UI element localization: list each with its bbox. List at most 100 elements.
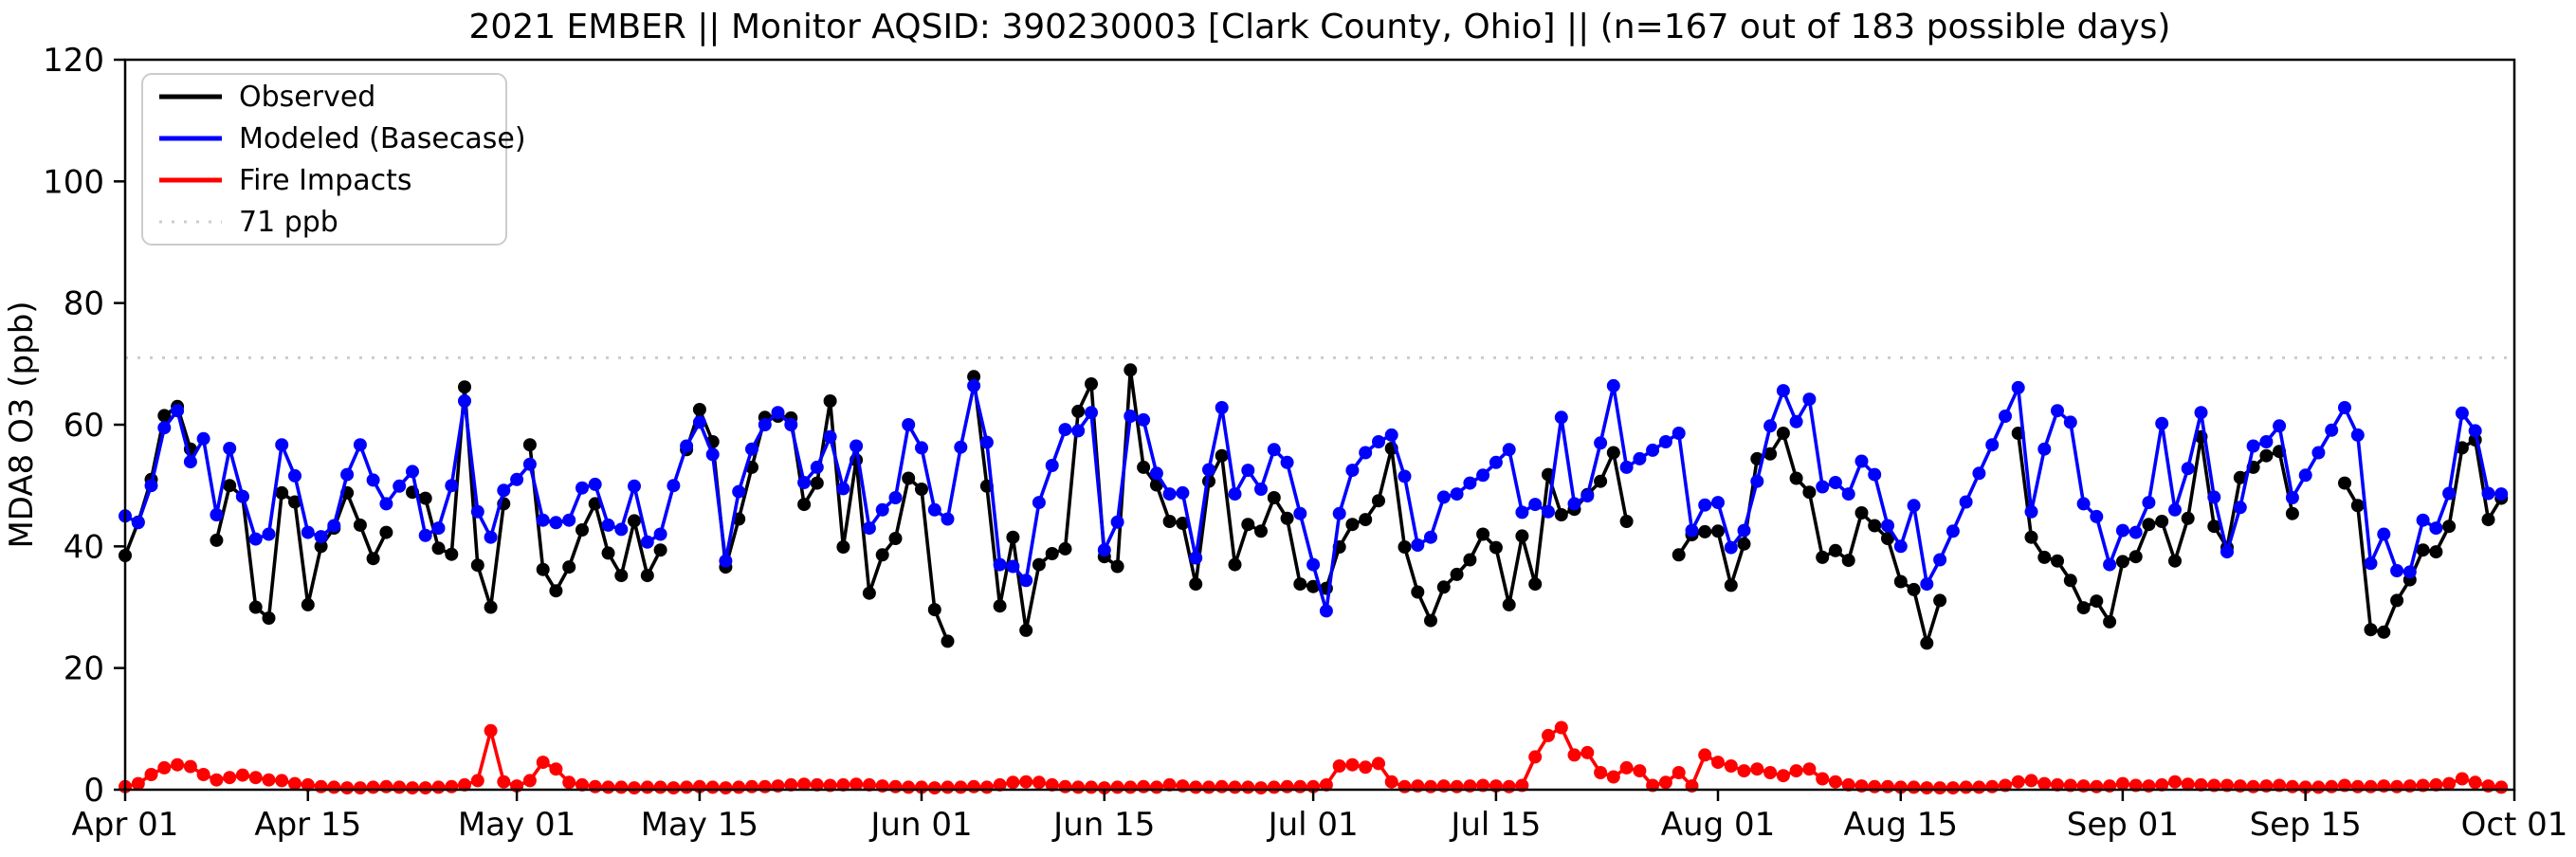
data-point — [1933, 553, 1947, 567]
data-point — [1267, 780, 1281, 794]
data-point — [979, 435, 994, 449]
data-point — [823, 429, 837, 444]
data-point — [1372, 757, 1385, 771]
data-point — [406, 465, 419, 479]
data-point — [1241, 464, 1255, 478]
data-point — [836, 777, 850, 792]
data-point — [1789, 764, 1803, 778]
data-point — [850, 439, 864, 453]
x-tick-label: Jun 15 — [1051, 806, 1155, 844]
data-point — [1045, 547, 1059, 560]
data-point — [1502, 443, 1516, 457]
chart-title: 2021 EMBER || Monitor AQSID: 390230003 [… — [469, 8, 2171, 46]
data-point — [366, 780, 380, 794]
data-point — [2494, 780, 2509, 794]
data-point — [1567, 748, 1581, 762]
data-point — [1306, 579, 1321, 593]
data-point — [1176, 485, 1190, 500]
data-point — [888, 532, 903, 545]
data-point — [1933, 593, 1947, 608]
y-tick-label: 100 — [43, 163, 104, 201]
data-point — [2364, 779, 2378, 793]
data-point — [1085, 406, 1098, 420]
data-point — [1097, 781, 1111, 795]
y-tick-label: 0 — [83, 772, 104, 810]
data-point — [379, 779, 393, 793]
data-point — [1776, 384, 1790, 398]
data-point — [1032, 496, 1046, 510]
data-point — [640, 535, 654, 549]
data-point — [1228, 487, 1242, 501]
data-point — [836, 482, 850, 496]
data-point — [680, 439, 694, 453]
data-point — [1920, 577, 1934, 592]
data-point — [575, 481, 589, 495]
data-point — [601, 546, 615, 560]
data-point — [1698, 748, 1712, 762]
data-point — [1920, 636, 1934, 650]
data-point — [862, 777, 876, 792]
data-point — [2220, 545, 2234, 559]
data-point — [2051, 554, 2064, 568]
data-point — [1411, 585, 1425, 599]
data-point — [1594, 766, 1608, 779]
data-point — [1202, 780, 1215, 794]
data-point — [2338, 476, 2351, 490]
data-point — [288, 468, 301, 483]
data-point — [1280, 511, 1294, 525]
data-point — [445, 547, 459, 561]
data-point — [1162, 515, 1177, 528]
data-point — [210, 508, 224, 521]
data-point — [1019, 623, 1033, 637]
data-point — [1737, 537, 1751, 551]
data-point — [1685, 523, 1699, 538]
y-tick-label: 40 — [64, 528, 104, 566]
data-point — [1215, 448, 1229, 463]
data-point — [1972, 780, 1986, 794]
data-point — [2390, 593, 2404, 608]
y-tick-label: 80 — [64, 285, 104, 323]
x-tick-label: May 01 — [458, 806, 575, 844]
data-point — [1085, 377, 1098, 391]
data-point — [588, 497, 602, 511]
data-point — [1502, 597, 1516, 611]
data-point — [1398, 540, 1412, 554]
x-tick-label: Jun 01 — [868, 806, 972, 844]
data-point — [614, 569, 629, 583]
data-point — [314, 779, 328, 793]
data-point — [2155, 777, 2169, 792]
data-point — [2090, 594, 2104, 609]
data-point — [248, 771, 263, 785]
data-point — [1907, 582, 1921, 596]
data-point — [1189, 577, 1203, 592]
data-point — [2090, 509, 2104, 523]
data-point — [2024, 530, 2038, 544]
data-point — [745, 779, 758, 793]
data-point — [1959, 780, 1973, 794]
data-point — [549, 762, 563, 776]
data-point — [1999, 410, 2012, 423]
data-point — [458, 777, 471, 792]
data-point — [2115, 776, 2129, 791]
data-point — [875, 548, 889, 562]
data-point — [1436, 490, 1451, 504]
data-point — [1933, 781, 1947, 795]
data-point — [1006, 530, 1020, 544]
data-point — [667, 781, 681, 795]
data-point — [2468, 424, 2482, 438]
data-point — [1398, 469, 1412, 483]
data-point — [1606, 770, 1620, 784]
data-point — [1515, 505, 1529, 520]
data-point — [171, 757, 185, 772]
data-point — [601, 518, 615, 532]
data-point — [2246, 779, 2260, 793]
data-point — [353, 518, 367, 532]
data-point — [1633, 451, 1647, 465]
data-point — [1085, 780, 1098, 794]
data-point — [2233, 501, 2247, 515]
x-tick-label: Oct 01 — [2461, 806, 2568, 844]
data-point — [1489, 455, 1503, 469]
data-point — [1424, 779, 1437, 793]
